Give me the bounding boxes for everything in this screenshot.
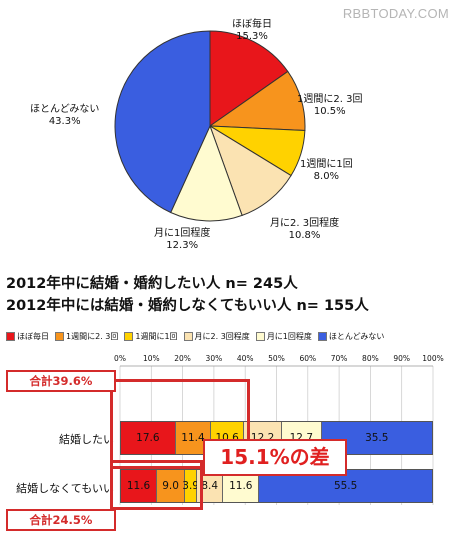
x-tick: 70%	[330, 354, 348, 363]
x-tick: 20%	[174, 354, 191, 363]
bar-value-label: 55.5	[333, 480, 358, 492]
pie-label-once-weekly: 1週間に1回 8.0%	[300, 159, 353, 183]
x-tick: 50%	[268, 354, 285, 363]
x-tick: 0%	[114, 354, 126, 363]
pie-label-daily-name: ほぼ毎日	[232, 19, 272, 30]
pie-label-twice-monthly-name: 月に2. 3回程度	[270, 218, 340, 229]
watermark: RBBTODAY.COM	[342, 6, 449, 21]
pie-slice-daily	[209, 30, 289, 127]
x-tick: 90%	[393, 354, 411, 363]
x-tick: 30%	[205, 354, 223, 363]
x-tick: 40%	[236, 354, 254, 363]
legend-label-once-weekly: 1週間に1回	[135, 332, 178, 341]
row-label-want: 結婚したい	[59, 433, 114, 446]
pie-label-once-monthly-value: 12.3%	[166, 240, 199, 251]
pie-label-daily-value: 15.3%	[236, 31, 268, 42]
pie-label-twice-weekly-name: 1週間に2. 3回	[297, 94, 363, 105]
legend-swatch-twice-weekly	[55, 332, 64, 341]
x-tick: 10%	[142, 354, 160, 363]
pie-label-twice-weekly: 1週間に2. 3回 10.5%	[297, 94, 362, 118]
highlight-frame-no-need	[110, 460, 203, 510]
bar-value-label: 11.6	[229, 480, 253, 492]
pie-chart	[114, 30, 306, 222]
row-label-no-need: 結婚しなくてもいい	[16, 482, 114, 495]
legend-label-daily: ほぼ毎日	[17, 332, 49, 341]
legend-label-twice-weekly: 1週間に2. 3回	[66, 332, 119, 341]
bar-segment-once-weekly: 3.9	[182, 470, 199, 502]
bar-value-label: 35.5	[365, 432, 389, 444]
pie-label-twice-monthly: 月に2. 3回程度 10.8%	[270, 218, 339, 242]
legend-label-once-monthly: 月に1回程度	[266, 332, 312, 341]
bar-legend: ほぼ毎日 1週間に2. 3回 1週間に1回 月に2. 3回程度 月に1回程度 ほ…	[6, 331, 384, 342]
highlight-frame-want	[110, 379, 250, 469]
pie-label-rarely-value: 43.3%	[48, 116, 81, 127]
bar-value-label: 8.4	[201, 480, 219, 492]
legend-swatch-once-monthly	[255, 332, 265, 341]
pie-label-once-weekly-value: 8.0%	[313, 171, 340, 182]
legend-swatch-rarely	[317, 332, 327, 341]
legend-swatch-daily	[6, 332, 15, 341]
legend-label-rarely: ほとんどみない	[328, 332, 385, 341]
pie-label-once-monthly: 月に1回程度 12.3%	[154, 228, 210, 252]
legend-label-twice-monthly: 月に2. 3回程度	[194, 332, 250, 341]
pie-slice-once-monthly	[170, 124, 243, 222]
legend-item-daily: ほぼ毎日	[6, 331, 49, 342]
bar-segment-daily: 11.6	[121, 470, 158, 502]
difference-badge: 15.1%の差	[203, 439, 347, 476]
legend-item-rarely: ほとんどみない	[317, 331, 385, 342]
legend-item-twice-monthly: 月に2. 3回程度	[183, 331, 250, 342]
pie-slice-rarely	[114, 30, 211, 214]
total-badge-no-need: 合計24.5%	[6, 509, 116, 531]
x-tick: 100%	[422, 354, 444, 363]
legend-swatch-twice-monthly	[183, 332, 193, 341]
bar-value-label: 3.9	[182, 480, 199, 492]
bar-value-label: 9.0	[162, 480, 179, 492]
pie-label-once-weekly-name: 1週間に1回	[300, 159, 353, 170]
headline-want-marriage: 2012年中に結婚・婚約したい人 n= 245人	[6, 276, 298, 292]
bar-value-label: 11.4	[181, 432, 205, 444]
pie-label-once-monthly-name: 月に1回程度	[154, 228, 211, 239]
pie-label-rarely: ほとんどみない 43.3%	[30, 104, 99, 128]
bar-segment-twice-weekly: 9.0	[157, 470, 186, 502]
total-badge-want: 合計39.6%	[6, 370, 116, 392]
pie-label-daily: ほぼ毎日 15.3%	[232, 19, 272, 43]
legend-swatch-once-weekly	[124, 332, 134, 341]
bar-segment-daily: 17.6	[121, 422, 176, 454]
x-tick: 80%	[362, 354, 379, 363]
bar-value-label: 11.6	[126, 480, 151, 492]
pie-label-twice-weekly-value: 10.5%	[313, 106, 346, 117]
pie-label-twice-monthly-value: 10.8%	[288, 230, 321, 241]
legend-item-once-weekly: 1週間に1回	[124, 331, 178, 342]
headline-no-need-marriage: 2012年中には結婚・婚約しなくてもいい人 n= 155人	[6, 298, 369, 314]
bar-value-label: 17.6	[136, 432, 160, 444]
legend-item-twice-weekly: 1週間に2. 3回	[55, 331, 118, 342]
legend-item-once-monthly: 月に1回程度	[255, 331, 312, 342]
pie-label-rarely-name: ほとんどみない	[30, 104, 100, 115]
x-tick: 60%	[299, 354, 317, 363]
